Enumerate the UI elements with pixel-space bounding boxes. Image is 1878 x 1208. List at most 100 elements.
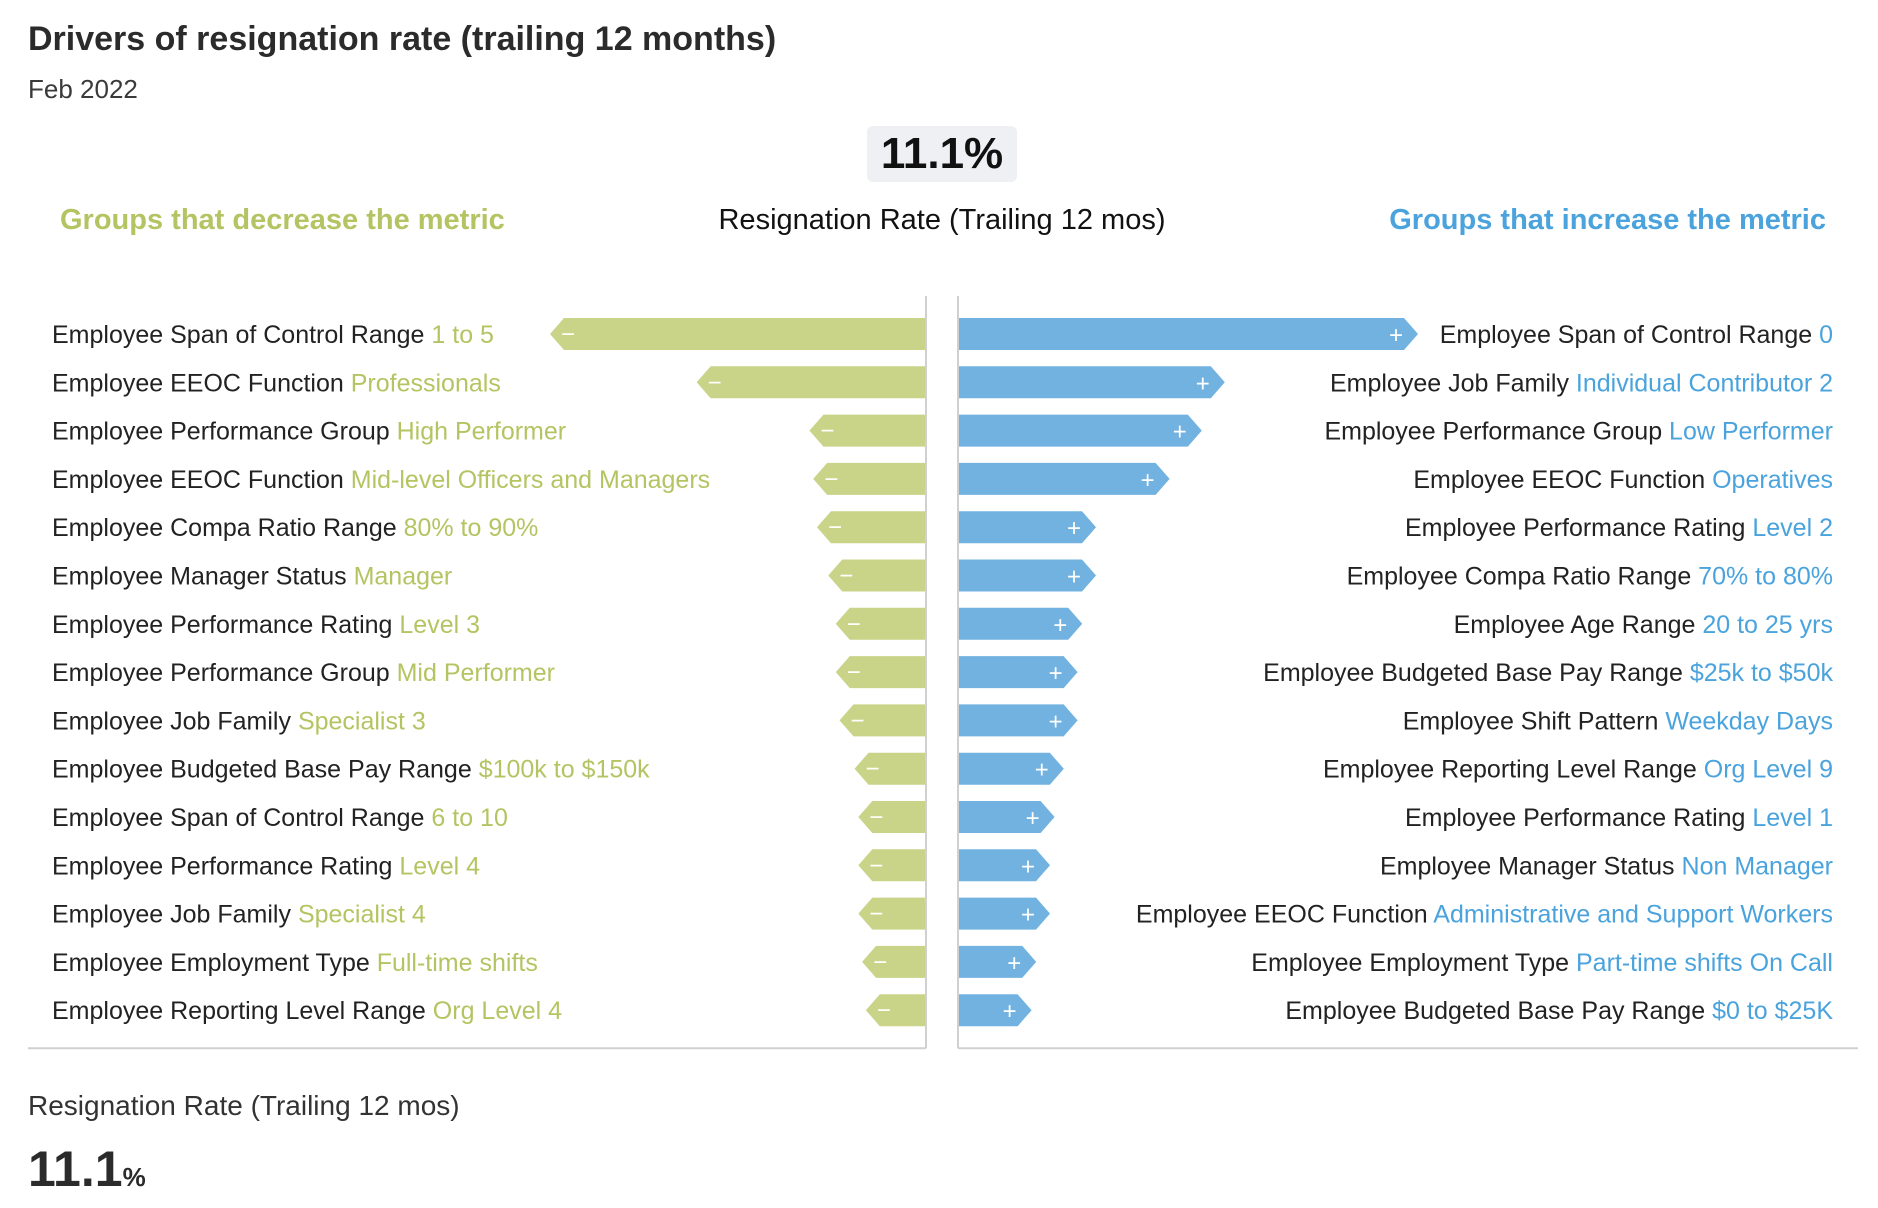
minus-icon: −: [873, 949, 887, 976]
increase-row-label: Employee Budgeted Base Pay Range $25k to…: [1263, 659, 1833, 687]
increase-bar: [958, 656, 1078, 689]
increase-dimension-label: Employee Reporting Level Range: [1323, 756, 1704, 784]
increase-dimension-label: Employee Budgeted Base Pay Range: [1263, 659, 1690, 687]
decrease-bar: [862, 945, 926, 978]
minus-icon: −: [820, 418, 834, 445]
increase-row-label: Employee Manager Status Non Manager: [1380, 852, 1833, 880]
decrease-row-label: Employee Job Family Specialist 3: [52, 707, 426, 735]
increase-row-label: Employee Performance Group Low Performer: [1324, 418, 1833, 446]
increase-dimension-label: Employee Performance Rating: [1405, 804, 1752, 832]
increase-dimension-label: Employee Employment Type: [1251, 949, 1576, 977]
decrease-dimension-label: Employee Performance Group: [52, 418, 397, 446]
increase-row-label: Employee EEOC Function Operatives: [1413, 466, 1833, 494]
decrease-group-label: $100k to $150k: [479, 756, 650, 784]
decrease-group-label: Level 3: [399, 611, 480, 639]
increase-row-label: Employee Employment Type Part-time shift…: [1251, 949, 1833, 977]
plus-icon: +: [1141, 467, 1155, 494]
decrease-group-label: High Performer: [397, 418, 567, 446]
increase-dimension-label: Employee Performance Rating: [1405, 514, 1752, 542]
minus-icon: −: [851, 707, 865, 734]
plus-icon: +: [1196, 370, 1210, 397]
plus-icon: +: [1026, 805, 1040, 832]
increase-group-label: Level 1: [1752, 804, 1833, 832]
decrease-bar: [816, 511, 926, 544]
increase-bar: [958, 559, 1096, 592]
decrease-bar: [865, 994, 926, 1027]
increase-group-label: Operatives: [1712, 466, 1833, 494]
increase-dimension-label: Employee Span of Control Range: [1440, 321, 1819, 349]
increase-group-label: 70% to 80%: [1698, 563, 1833, 591]
plus-icon: +: [1003, 998, 1017, 1025]
decrease-group-label: Specialist 3: [298, 707, 426, 735]
minus-icon: −: [839, 563, 853, 590]
minus-icon: −: [847, 611, 861, 638]
decrease-group-label: 6 to 10: [431, 804, 507, 832]
footer-value-number: 11.1: [28, 1141, 123, 1197]
minus-icon: −: [847, 659, 861, 686]
increase-row-label: Employee Reporting Level Range Org Level…: [1323, 756, 1833, 784]
increase-bar: [958, 462, 1170, 495]
increase-bar: [958, 318, 1418, 350]
minus-icon: −: [708, 369, 722, 396]
increase-group-label: Weekday Days: [1665, 707, 1833, 735]
decrease-bar: [858, 801, 926, 833]
increase-bar: [958, 752, 1064, 785]
metric-name-header: Resignation Rate (Trailing 12 mos): [718, 204, 1166, 236]
decrease-row-label: Employee Performance Rating Level 3: [52, 611, 480, 639]
decrease-bar: [809, 414, 926, 447]
plus-icon: +: [1021, 853, 1035, 880]
decrease-column-header: Groups that decrease the metric: [60, 204, 505, 236]
decrease-group-label: 80% to 90%: [404, 514, 539, 542]
decrease-dimension-label: Employee Compa Ratio Range: [52, 514, 404, 542]
decrease-dimension-label: Employee EEOC Function: [52, 466, 351, 494]
increase-dimension-label: Employee EEOC Function: [1136, 901, 1433, 929]
increase-bar: [958, 607, 1083, 640]
increase-row-label: Employee Job Family Individual Contribut…: [1330, 369, 1833, 397]
decrease-group-label: Full-time shifts: [377, 949, 538, 977]
decrease-group-label: Professionals: [351, 369, 501, 397]
increase-group-label: Individual Contributor 2: [1576, 369, 1833, 397]
increase-dimension-label: Employee Shift Pattern: [1403, 707, 1666, 735]
decrease-bar: [813, 462, 926, 495]
increase-row-label: Employee Shift Pattern Weekday Days: [1403, 707, 1833, 735]
minus-icon: −: [877, 997, 891, 1024]
increase-group-label: Level 2: [1752, 514, 1833, 542]
drivers-chart: − Employee Span of Control Range 1 to 5 − E…: [28, 296, 1858, 1050]
increase-bar: [958, 994, 1032, 1027]
decrease-dimension-label: Employee Job Family: [52, 707, 298, 735]
decrease-bar: [835, 607, 926, 640]
decrease-bar: [839, 704, 926, 737]
minus-icon: −: [828, 514, 842, 541]
decrease-group-label: Level 4: [399, 852, 480, 880]
increase-group-label: $25k to $50k: [1690, 659, 1834, 687]
decrease-dimension-label: Employee Span of Control Range: [52, 804, 431, 832]
increase-group-label: 0: [1819, 321, 1833, 349]
chart-subtitle-date: Feb 2022: [28, 74, 138, 104]
plus-icon: +: [1049, 660, 1063, 687]
decrease-bar: [854, 752, 926, 785]
increase-row-label: Employee Span of Control Range 0: [1440, 321, 1833, 349]
decrease-dimension-label: Employee Performance Rating: [52, 611, 399, 639]
minus-icon: −: [561, 321, 575, 348]
decrease-row-label: Employee Span of Control Range 1 to 5: [52, 321, 494, 349]
decrease-row-label: Employee Manager Status Manager: [52, 563, 452, 591]
increase-group-label: Non Manager: [1682, 852, 1833, 880]
minus-icon: −: [866, 756, 880, 783]
increase-bar: [958, 945, 1037, 978]
increase-row-label: Employee Budgeted Base Pay Range $0 to $…: [1285, 997, 1833, 1025]
decrease-row-label: Employee EEOC Function Professionals: [52, 369, 501, 397]
decrease-bar: [550, 318, 926, 350]
decrease-row-label: Employee Performance Rating Level 4: [52, 852, 480, 880]
decrease-bar: [835, 656, 926, 689]
increase-bar: [958, 366, 1225, 399]
increase-bar: [958, 414, 1202, 447]
increase-dimension-label: Employee EEOC Function: [1413, 466, 1712, 494]
decrease-group-label: 1 to 5: [431, 321, 494, 349]
decrease-bar: [858, 849, 926, 882]
increase-column-header: Groups that increase the metric: [1389, 204, 1826, 236]
increase-bar: [958, 511, 1096, 544]
increase-bar: [958, 897, 1050, 930]
decrease-row-label: Employee Performance Group Mid Performer: [52, 659, 555, 687]
decrease-dimension-label: Employee Span of Control Range: [52, 321, 431, 349]
footer-value-unit: %: [122, 1162, 146, 1192]
